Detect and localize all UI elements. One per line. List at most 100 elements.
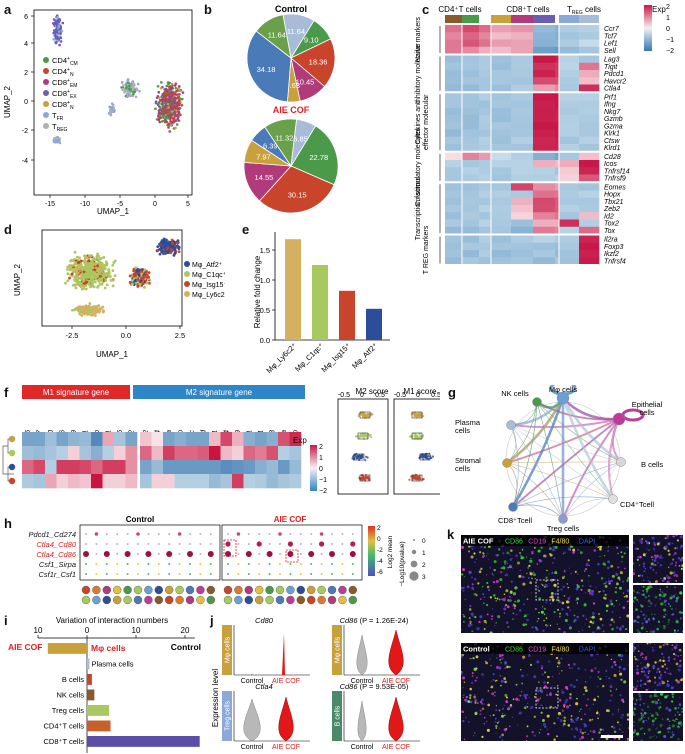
micro-speck <box>504 661 507 665</box>
micro-speck <box>478 620 481 624</box>
heatmap-cell <box>266 432 279 447</box>
network-node <box>508 502 518 512</box>
micro-speck <box>672 558 675 561</box>
heatmap-cell <box>445 122 463 130</box>
umap-point <box>171 241 175 245</box>
micro-speck <box>617 708 620 711</box>
micro-speck <box>610 564 614 568</box>
violin <box>278 696 294 742</box>
score-point <box>364 459 367 462</box>
umap-x-tick: -15 <box>45 201 55 208</box>
umap-point <box>127 89 131 93</box>
f-legend-tick: −1 <box>319 477 327 484</box>
micro-speck <box>661 680 664 683</box>
micro-speck <box>515 697 519 701</box>
umap-point <box>134 274 137 278</box>
micro-speck <box>660 577 662 579</box>
h-cell-dot <box>275 585 285 595</box>
heatmap-cell <box>579 257 600 265</box>
heatmap-cell <box>491 100 512 109</box>
micro-speck <box>638 538 642 542</box>
heatmap-cell <box>555 205 560 213</box>
micro-speck <box>672 719 674 722</box>
micro-speck <box>504 680 507 684</box>
umap-point <box>164 108 168 112</box>
micro-speck <box>653 543 657 547</box>
micro-speck <box>475 594 478 597</box>
micro-speck <box>539 697 541 699</box>
heatmap-cell <box>445 62 463 71</box>
micro-speck <box>483 602 485 604</box>
micro-speck <box>666 718 669 721</box>
micro-speck <box>645 615 648 617</box>
heatmap-gene-label: Sell <box>604 48 616 55</box>
heatmap-cell <box>559 25 580 33</box>
umap-point <box>89 269 93 273</box>
micro-speck <box>536 620 539 623</box>
heatmap-cell <box>462 77 480 85</box>
micro-speck <box>474 701 477 704</box>
micro-speck <box>652 649 655 652</box>
micro-speck <box>515 683 518 686</box>
micro-speck <box>620 678 623 681</box>
micro-speck <box>655 728 657 730</box>
h-dot <box>105 543 108 545</box>
heatmap-cell <box>22 432 34 447</box>
heatmap-cell <box>555 32 560 40</box>
panel-h-label: h <box>4 516 12 531</box>
micro-speck <box>462 568 465 572</box>
heatmap-cell <box>511 100 534 109</box>
micro-speck <box>654 554 657 557</box>
umap-point <box>84 268 87 272</box>
umap-point <box>106 273 110 277</box>
network-node-label: B cells <box>641 460 663 469</box>
umap-point <box>102 256 106 259</box>
e-y-tick: 1.0 <box>260 276 270 285</box>
h-dot <box>187 551 193 557</box>
umap-point <box>158 106 162 109</box>
micro-speck <box>649 694 653 698</box>
micro-speck <box>598 591 601 593</box>
umap-point <box>176 241 179 245</box>
network-edge <box>510 424 614 500</box>
micro-speck <box>530 592 532 594</box>
micro-speck <box>589 620 593 624</box>
micro-speck <box>489 715 491 717</box>
micro-speck <box>664 663 667 666</box>
micro-speck <box>481 735 484 738</box>
micro-speck <box>641 667 644 670</box>
heatmap-cell <box>559 242 580 251</box>
micro-speck <box>529 663 533 666</box>
micro-speck <box>626 628 628 630</box>
micro-speck <box>636 665 639 668</box>
micro-speck <box>648 549 650 551</box>
umap-point <box>139 269 143 273</box>
e-bar <box>285 239 301 340</box>
micro-speck <box>680 544 683 548</box>
micro-speck <box>661 579 665 582</box>
h-cell-dot <box>223 585 233 595</box>
micro-speck <box>654 735 656 737</box>
micro-speck <box>541 583 543 585</box>
micro-speck <box>622 592 625 594</box>
micro-speck <box>659 563 663 567</box>
micro-speck <box>669 571 673 575</box>
micro-speck <box>668 724 670 727</box>
heatmap-cell <box>533 55 556 64</box>
score-point <box>358 476 361 479</box>
network-edge <box>506 462 564 520</box>
k-panel-title: AIE COF <box>463 537 494 546</box>
h-dot <box>207 551 214 557</box>
heatmap-cell <box>209 460 221 475</box>
panel-a-label: a <box>4 2 12 17</box>
umap-point <box>130 83 133 87</box>
heatmap-cell <box>559 167 580 175</box>
micro-speck <box>659 556 662 559</box>
micro-speck <box>570 728 573 731</box>
micro-speck <box>663 593 667 597</box>
micro-speck <box>531 730 534 734</box>
micro-speck <box>481 585 484 588</box>
micro-speck <box>674 593 676 595</box>
heatmap-cell <box>559 77 580 85</box>
micro-speck <box>611 725 614 728</box>
